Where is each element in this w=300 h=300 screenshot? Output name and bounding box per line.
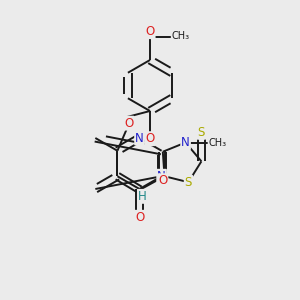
Text: O: O <box>146 132 154 145</box>
Text: H: H <box>138 190 147 203</box>
Text: S: S <box>198 126 205 139</box>
Text: O: O <box>146 25 154 38</box>
Text: N: N <box>135 131 144 145</box>
Text: N: N <box>157 170 166 183</box>
Text: O: O <box>135 211 144 224</box>
Text: CH₃: CH₃ <box>208 137 226 148</box>
Text: O: O <box>158 174 167 187</box>
Text: N: N <box>181 136 190 149</box>
Text: S: S <box>185 176 192 189</box>
Text: CH₃: CH₃ <box>172 31 190 40</box>
Text: O: O <box>124 117 134 130</box>
